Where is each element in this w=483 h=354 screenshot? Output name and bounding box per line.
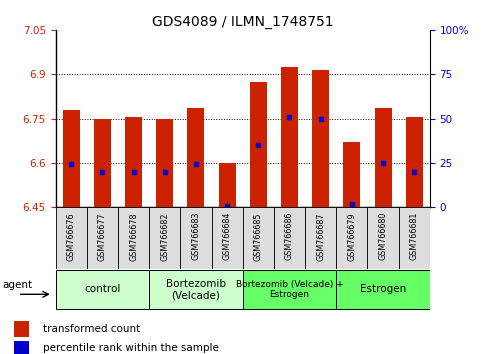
Text: control: control (84, 284, 121, 295)
Bar (118, 207, 149, 269)
Text: GSM766677: GSM766677 (98, 212, 107, 261)
Bar (125, 117, 142, 207)
Text: GSM766680: GSM766680 (379, 212, 387, 261)
Bar (406, 117, 423, 207)
Text: percentile rank within the sample: percentile rank within the sample (43, 343, 219, 353)
Text: GSM766681: GSM766681 (410, 212, 419, 261)
Bar (14, 341, 29, 354)
Bar (56, 207, 87, 269)
Bar (305, 207, 336, 269)
Bar (212, 207, 242, 269)
Bar (149, 270, 242, 309)
Text: GSM766678: GSM766678 (129, 212, 138, 261)
Bar (149, 207, 180, 269)
Bar (180, 207, 212, 269)
Bar (312, 70, 329, 207)
Text: GSM766687: GSM766687 (316, 212, 325, 261)
Bar (218, 163, 236, 207)
Text: Bortezomib (Velcade) +
Estrogen: Bortezomib (Velcade) + Estrogen (236, 280, 343, 299)
Bar (87, 207, 118, 269)
Bar (368, 207, 398, 269)
Bar (398, 207, 430, 269)
Text: GSM766686: GSM766686 (285, 212, 294, 261)
Text: GSM766685: GSM766685 (254, 212, 263, 261)
Bar (250, 82, 267, 207)
Bar (336, 207, 368, 269)
Bar (187, 108, 204, 207)
Text: agent: agent (3, 280, 33, 290)
Text: GSM766676: GSM766676 (67, 212, 76, 261)
Bar (156, 119, 173, 207)
Text: GSM766682: GSM766682 (160, 212, 169, 261)
Bar (374, 108, 392, 207)
Bar (56, 270, 149, 309)
Text: transformed count: transformed count (43, 324, 140, 334)
Text: Estrogen: Estrogen (360, 284, 406, 295)
Text: GSM766683: GSM766683 (191, 212, 200, 261)
Title: GDS4089 / ILMN_1748751: GDS4089 / ILMN_1748751 (152, 15, 334, 29)
Bar (63, 110, 80, 207)
Bar (336, 270, 430, 309)
Bar (343, 142, 360, 207)
Text: GSM766679: GSM766679 (347, 212, 356, 261)
Bar (94, 119, 111, 207)
Bar (242, 270, 336, 309)
Text: Bortezomib
(Velcade): Bortezomib (Velcade) (166, 279, 226, 300)
Bar (281, 67, 298, 207)
Bar (274, 207, 305, 269)
Bar (14, 321, 29, 337)
Bar (242, 207, 274, 269)
Text: GSM766684: GSM766684 (223, 212, 232, 261)
